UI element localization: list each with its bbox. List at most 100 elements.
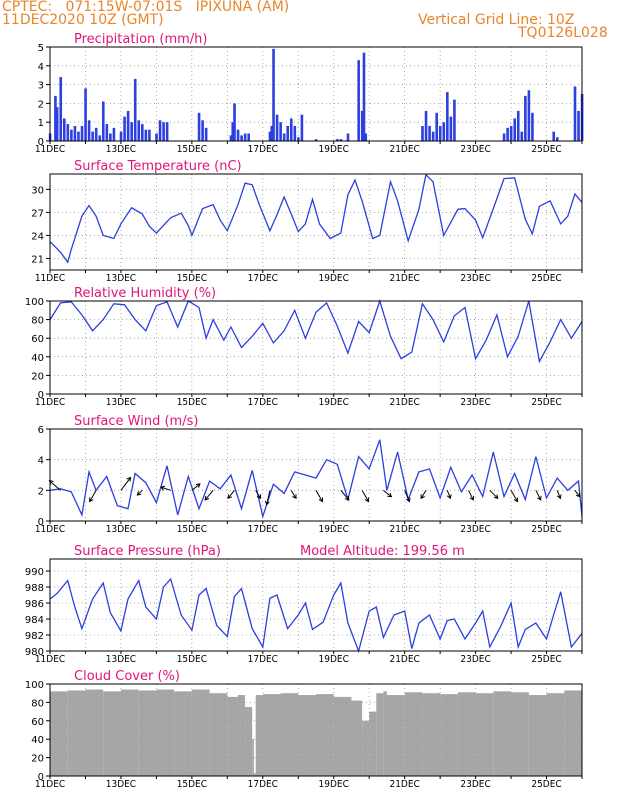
y-tick-label: 2	[38, 99, 44, 110]
precip-bar	[144, 129, 148, 141]
precip-bar	[133, 78, 137, 141]
wind-arrow-head	[364, 497, 370, 503]
precip-bar	[314, 139, 318, 141]
panel-title: Surface Temperature (nC)	[74, 159, 242, 174]
precip-bar	[162, 122, 165, 141]
panel-title: Cloud Cover (%)	[74, 669, 180, 684]
wind-arrow	[255, 490, 261, 499]
precip-bar	[123, 116, 126, 141]
panel-frame	[49, 428, 583, 522]
x-tick-label: 11DEC	[35, 524, 65, 535]
precip-bar	[119, 131, 123, 141]
cloud-cover-area	[50, 689, 582, 776]
x-tick-label: 13DEC	[106, 273, 136, 284]
wind-arrow-head	[126, 476, 132, 482]
wind-arrow	[137, 489, 143, 496]
precip-bar	[243, 133, 247, 141]
y-tick-label: 20	[31, 754, 44, 765]
cloud-cover-bar	[298, 695, 316, 776]
cloud-cover-bar	[280, 693, 299, 776]
precip-bar	[148, 129, 151, 141]
wind-arrow-head	[318, 497, 323, 503]
precip-bar	[435, 112, 438, 141]
panel-0: 0 1 2 3 4 5 11DEC 13DEC 15DEC 17DEC 19DEC 21DEC 23DE…	[35, 32, 584, 155]
panel-1: 21 24 27 30 11DEC 13DEC 15DEC 17DEC 19DEC 21DEC 23…	[31, 159, 583, 284]
cloud-cover-bar	[262, 694, 281, 776]
x-tick-label: 19DEC	[319, 779, 349, 790]
precip-bar	[80, 125, 84, 141]
precip-bar	[421, 125, 424, 141]
x-tick-label: 17DEC	[248, 273, 278, 284]
precip-bar	[552, 131, 556, 141]
precip-bar	[137, 120, 141, 141]
precip-bar	[54, 95, 57, 141]
panel-title: Surface Wind (m/s)	[74, 414, 198, 429]
wind-arrow	[535, 490, 542, 501]
y-tick-label: 984	[25, 615, 44, 626]
cloud-cover-bar	[511, 692, 529, 776]
y-tick-label: 6	[38, 425, 44, 436]
cloud-cover-bar	[440, 694, 458, 776]
precip-bar	[513, 118, 517, 141]
panel-title: Surface Pressure (hPa)	[74, 544, 221, 559]
precip-bar	[158, 120, 162, 141]
y-tick-label: 988	[25, 583, 44, 594]
cloud-cover-bar	[316, 694, 334, 776]
precip-bar	[573, 86, 577, 141]
wind-arrow-head	[469, 495, 475, 501]
precip-bar	[357, 60, 360, 141]
x-tick-label: 21DEC	[389, 524, 419, 535]
precip-bar	[201, 120, 204, 141]
wind-arrow-head	[89, 497, 94, 503]
wind-arrow-head	[292, 494, 297, 500]
y-tick-label: 980	[25, 647, 44, 658]
x-tick-label: 21DEC	[389, 779, 419, 790]
precip-bar	[197, 112, 201, 141]
precip-bar	[270, 125, 274, 141]
x-tick-label: 25DEC	[531, 524, 561, 535]
cloud-cover-bar	[245, 707, 253, 776]
panel-frame	[49, 558, 583, 652]
wind-arrow-head	[556, 494, 562, 500]
x-tick-label: 21DEC	[389, 144, 419, 155]
x-tick-label: 19DEC	[319, 397, 349, 408]
cloud-cover-bar	[333, 696, 352, 776]
wind-arrow-head	[537, 495, 542, 501]
wind-arrow-head	[344, 495, 350, 501]
precip-bar	[360, 110, 364, 141]
x-tick-label: 23DEC	[460, 144, 490, 155]
cloud-cover-bar	[174, 691, 192, 776]
wind-arrow-head	[575, 492, 581, 498]
panel-2: 0 20 40 60 80 100 11DEC 13DEC 15DEC 17DEC 19DEC 21D…	[25, 286, 583, 408]
wind-arrow-head	[446, 494, 452, 500]
x-tick-label: 15DEC	[177, 524, 207, 535]
precip-bar	[236, 129, 240, 141]
precip-bar	[84, 88, 87, 141]
wind-arrow	[89, 490, 97, 502]
precip-bar	[336, 139, 339, 141]
precip-bar	[102, 101, 105, 141]
x-tick-label: 23DEC	[460, 779, 490, 790]
wind-arrow	[446, 490, 451, 499]
x-tick-label: 15DEC	[177, 654, 207, 665]
wind-arrow-head	[160, 485, 166, 491]
cloud-cover-bar	[457, 692, 476, 776]
precip-bar	[297, 137, 300, 141]
cloud-cover-bar	[209, 693, 228, 776]
cloud-cover-bar	[67, 690, 86, 776]
x-tick-label: 23DEC	[460, 524, 490, 535]
x-tick-label: 21DEC	[389, 273, 419, 284]
x-tick-label: 13DEC	[106, 654, 136, 665]
precip-bar	[446, 92, 449, 141]
cloud-cover-bar	[369, 711, 377, 776]
x-tick-label: 17DEC	[248, 144, 278, 155]
series-line	[49, 298, 583, 364]
y-tick-label: 990	[25, 567, 44, 578]
y-tick-label: 27	[31, 208, 44, 219]
precip-bar	[346, 133, 350, 141]
cloud-cover-bar	[362, 720, 370, 776]
cloud-cover-bar	[546, 693, 565, 776]
precip-bar	[286, 125, 290, 141]
cloud-cover-bar	[255, 695, 263, 776]
y-tick-label: 2	[38, 486, 44, 497]
